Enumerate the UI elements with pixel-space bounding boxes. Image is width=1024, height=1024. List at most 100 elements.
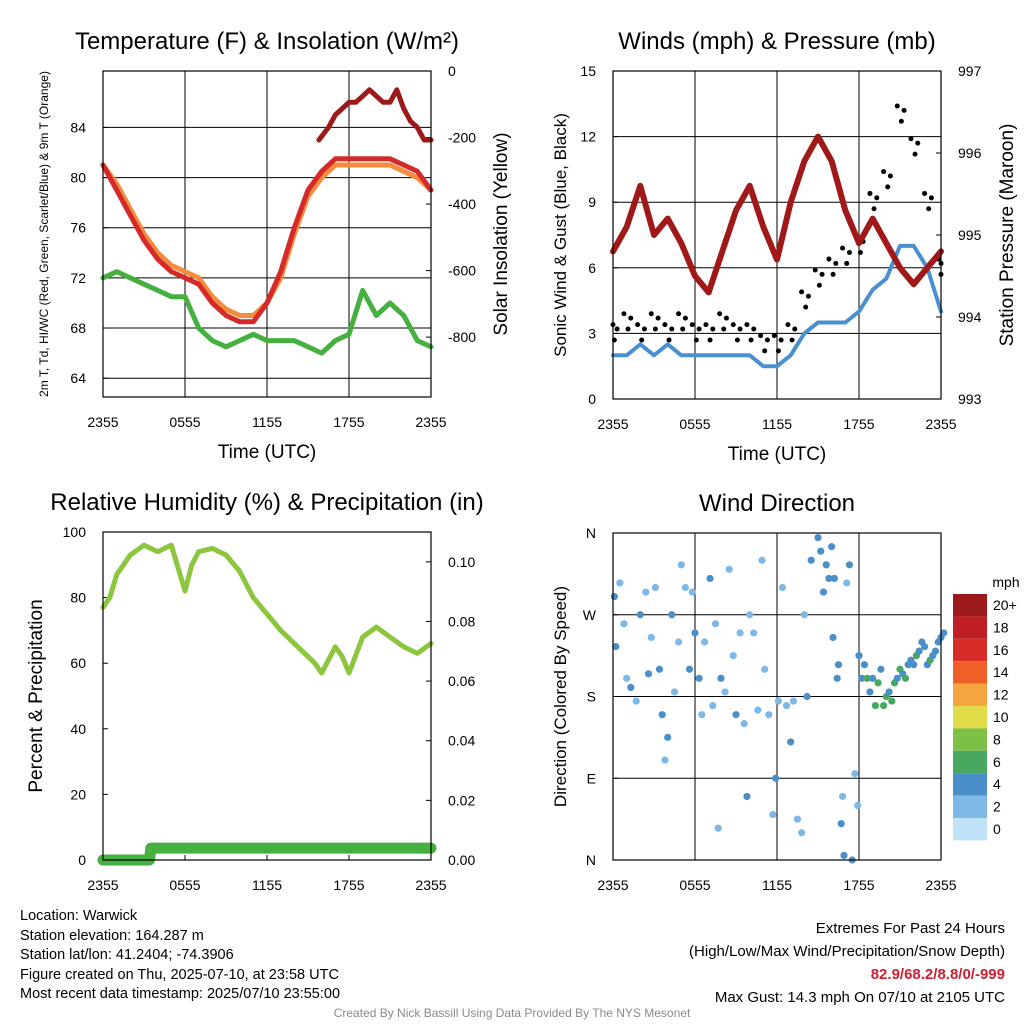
gust-point <box>922 190 928 196</box>
y-tick-label: 0 <box>78 852 86 868</box>
legend-label: 14 <box>993 664 1009 680</box>
direction-point <box>769 810 777 819</box>
gust-point <box>805 293 811 299</box>
gust-point <box>812 267 818 273</box>
direction-point <box>772 774 780 782</box>
legend-swatch <box>953 750 987 774</box>
direction-point <box>814 533 822 542</box>
gust-point <box>652 326 658 332</box>
legend-title: mph <box>992 574 1019 590</box>
panel-1: Temperature (F) & Insolation (W/m²) 2355 0… <box>37 28 512 463</box>
y-tick-label: 64 <box>70 370 86 386</box>
direction-point <box>774 697 782 705</box>
direction-point <box>833 674 841 682</box>
legend-label: 10 <box>993 709 1009 725</box>
direction-point <box>717 674 725 682</box>
x-tick-label: 1755 <box>333 414 364 430</box>
direction-point <box>910 661 918 669</box>
direction-point <box>765 711 773 719</box>
direction-point <box>636 611 644 619</box>
y2-tick-label: -600 <box>448 263 476 279</box>
station-elevation: Station elevation: 164.287 m <box>20 927 204 944</box>
direction-point <box>834 661 843 669</box>
direction-point <box>620 620 628 628</box>
gust-point <box>723 315 729 321</box>
gust-point <box>874 195 880 201</box>
direction-point <box>778 583 787 592</box>
x-tick-label: 0555 <box>679 416 710 432</box>
direction-point <box>612 642 620 651</box>
y-tick-label: 80 <box>70 590 86 606</box>
gust-point <box>901 107 907 113</box>
direction-point <box>721 688 729 696</box>
gust-point <box>666 337 672 343</box>
gust-point <box>871 206 877 212</box>
x-tick-label: 1755 <box>843 416 874 432</box>
y-axis-label: Sonic Wind & Gust (Blue, Black) <box>551 113 570 357</box>
direction-point <box>828 543 836 551</box>
y-tick-label: W <box>583 607 597 623</box>
gust-point <box>789 337 795 343</box>
gust-point <box>669 326 675 332</box>
direction-point <box>677 561 685 569</box>
y-axis-label: Direction (Colored By Speed) <box>551 586 570 807</box>
y-tick-label: 60 <box>70 655 86 671</box>
plot-frame <box>612 70 942 400</box>
gust-point <box>816 282 822 288</box>
direction-point <box>732 711 740 719</box>
gust-point <box>857 249 863 255</box>
y2-axis-label: Solar Insolation (Yellow) <box>491 132 512 335</box>
gust-point <box>894 103 900 109</box>
direction-point <box>874 679 882 687</box>
y2-tick-label: 994 <box>958 309 982 325</box>
direction-point <box>616 579 624 587</box>
direction-point <box>871 701 880 710</box>
legend-swatch <box>953 773 987 796</box>
y2-tick-label: 0.06 <box>448 673 475 689</box>
y2-tick-label: 997 <box>958 63 982 79</box>
x-tick-label: 1155 <box>252 414 282 430</box>
y-tick-label: 72 <box>70 270 86 286</box>
direction-point <box>658 711 666 719</box>
gust-point <box>885 184 891 190</box>
legend-swatch <box>953 728 987 751</box>
gust-point <box>840 245 846 251</box>
direction-point <box>901 674 910 682</box>
direction-point <box>700 638 709 646</box>
gust-point <box>819 271 825 277</box>
legend-swatch <box>953 818 987 841</box>
y2-axis-label: Station Pressure (Maroon) <box>997 124 1018 347</box>
direction-point <box>840 851 848 860</box>
direction-point <box>931 647 940 655</box>
x-tick-label: 2355 <box>925 877 956 893</box>
gust-point <box>614 326 620 332</box>
direction-point <box>888 697 896 705</box>
legend-swatch <box>953 683 987 706</box>
legend-label: 20+ <box>993 597 1017 613</box>
direction-point <box>746 611 754 619</box>
legend-swatch <box>953 638 987 662</box>
gust-point <box>778 337 784 343</box>
direction-point <box>885 688 893 696</box>
direction-point <box>661 756 669 764</box>
direction-point <box>789 697 798 705</box>
gust-point <box>833 260 839 266</box>
x-tick-label: 2355 <box>87 877 118 893</box>
y2-tick-label: -400 <box>448 196 476 212</box>
direction-point <box>863 674 871 682</box>
direction-point <box>807 556 815 564</box>
y-tick-label: N <box>586 852 596 868</box>
plot-frame <box>102 70 432 398</box>
gust-point <box>826 256 832 262</box>
gust-point <box>748 337 754 343</box>
direction-point <box>851 770 859 778</box>
y-tick-label: 76 <box>70 220 86 236</box>
direction-point <box>817 547 825 555</box>
direction-point <box>709 701 717 710</box>
gust-point <box>680 326 686 332</box>
extremes-values: 82.9/68.2/8.8/0/-999 <box>870 966 1005 983</box>
gust-point <box>912 151 918 157</box>
series-line-hi <box>316 87 434 143</box>
direction-point <box>664 733 672 741</box>
direction-point <box>837 820 845 828</box>
